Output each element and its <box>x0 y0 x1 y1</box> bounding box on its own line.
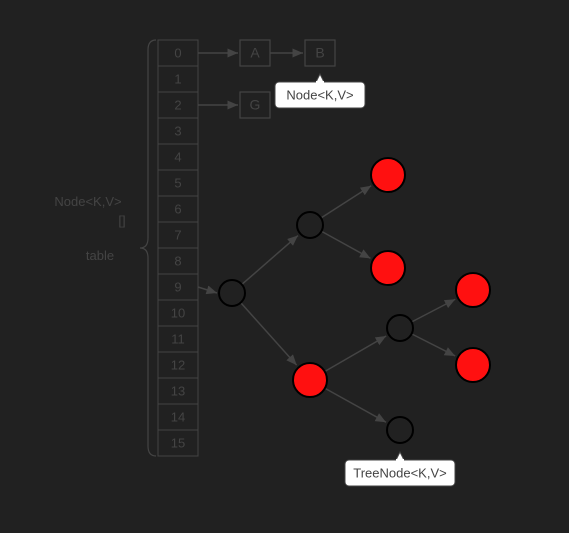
tree-node-n2r <box>387 315 413 341</box>
table-cell-index-11: 11 <box>171 331 185 346</box>
callout-node: Node<K,V> <box>275 74 365 108</box>
table-cell-index-6: 6 <box>174 201 181 216</box>
tree-node-n2rl <box>456 273 490 307</box>
side-label-array: [] <box>118 213 125 228</box>
tree-edge-n2-n2l <box>325 388 386 422</box>
tree-edge-n1-n1r <box>321 231 370 258</box>
list-node-B: B <box>305 40 335 66</box>
side-label-name: table <box>86 248 114 263</box>
side-label-type: Node<K,V> <box>54 194 121 209</box>
table-cell-index-4: 4 <box>174 149 181 164</box>
tree-node-n1l <box>371 158 405 192</box>
tree-node-n1 <box>297 212 323 238</box>
tree-edge-root-n1 <box>242 236 298 285</box>
table-array: 0123456789101112131415 <box>158 40 198 456</box>
table-cell-index-15: 15 <box>171 435 185 450</box>
tree-edge-n2r-n2rr <box>412 334 456 356</box>
svg-text:A: A <box>250 45 260 61</box>
tree-edge-root-n2 <box>241 303 297 365</box>
tree-edge-n2-n2r <box>325 336 386 371</box>
table-cell-index-1: 1 <box>174 71 181 86</box>
callout-treenode: TreeNode<K,V> <box>345 452 455 486</box>
diagram-canvas: 0123456789101112131415 Node<K,V> [] tabl… <box>0 0 569 533</box>
svg-text:TreeNode<K,V>: TreeNode<K,V> <box>353 465 446 480</box>
tree-node-n2rr <box>456 348 490 382</box>
svg-text:Node<K,V>: Node<K,V> <box>286 87 353 102</box>
tree-nodes <box>219 158 490 443</box>
table-cell-index-8: 8 <box>174 253 181 268</box>
table-cell-index-3: 3 <box>174 123 181 138</box>
table-cell-index-12: 12 <box>171 357 185 372</box>
table-cell-index-2: 2 <box>174 97 181 112</box>
svg-text:B: B <box>315 45 324 61</box>
table-cell-index-0: 0 <box>174 45 181 60</box>
tree-edge-n1-n1l <box>321 186 371 218</box>
table-cell-index-7: 7 <box>174 227 181 242</box>
tree-node-n2 <box>293 363 327 397</box>
table-cell-index-13: 13 <box>171 383 185 398</box>
table-cell-index-10: 10 <box>171 305 185 320</box>
arrow-9-to-tree <box>198 287 217 293</box>
tree-node-n1r <box>371 251 405 285</box>
table-cell-index-5: 5 <box>174 175 181 190</box>
tree-edge-n2r-n2rl <box>412 299 456 322</box>
list-node-A: A <box>240 40 270 66</box>
tree-node-n2l <box>387 417 413 443</box>
curly-brace <box>140 40 156 456</box>
list-node-G: G <box>240 92 270 118</box>
svg-text:G: G <box>250 97 261 113</box>
table-cell-index-9: 9 <box>174 279 181 294</box>
table-cell-index-14: 14 <box>171 409 185 424</box>
tree-node-root <box>219 280 245 306</box>
tree-edges <box>241 186 456 422</box>
